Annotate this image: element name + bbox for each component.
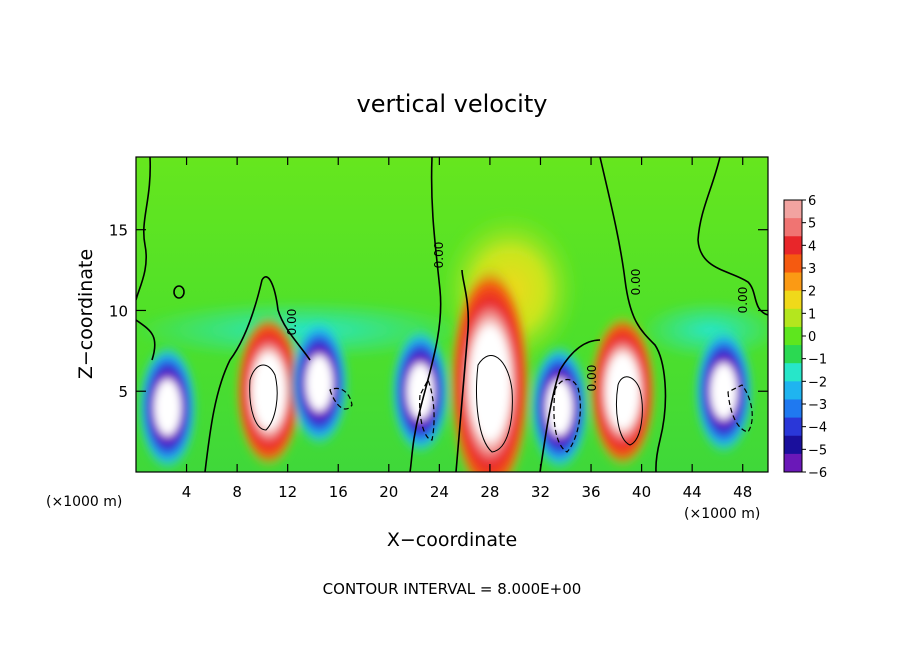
colorbar-swatch <box>784 345 802 364</box>
contour-labels: 0.00 0.00 0.00 0.00 0.00 <box>285 242 750 392</box>
colorbar-swatch <box>784 272 802 292</box>
colorbar-swatch <box>784 218 802 237</box>
x-tick-label: 40 <box>632 483 651 501</box>
downdraft-cell-5 <box>289 319 350 448</box>
x-tick-label: 8 <box>232 483 242 501</box>
colorbar-swatch <box>784 290 802 310</box>
x-tick-label: 44 <box>683 483 702 501</box>
colorbar-label: 2 <box>808 285 816 300</box>
x-tick-label: 16 <box>329 483 348 501</box>
x-tick-label: 48 <box>733 483 752 501</box>
colorbar-swatch <box>784 381 802 400</box>
updraft-cell-1 <box>234 313 303 470</box>
colorbar-swatch <box>784 308 802 328</box>
colorbar-swatch <box>784 417 802 437</box>
contour-value-label: 0.00 <box>432 242 446 269</box>
colorbar-swatch <box>784 236 802 255</box>
colorbar-swatch <box>784 435 802 455</box>
chart-title: vertical velocity <box>357 90 548 118</box>
heatmap-field <box>136 157 768 472</box>
y-tick-label: 10 <box>109 302 128 320</box>
x-tick-label: 24 <box>430 483 449 501</box>
colorbar-label: 6 <box>808 194 816 209</box>
colorbar: 6 5 4 3 2 1 0 −1 −2 −3 −4 −5 −6 <box>783 194 827 481</box>
colorbar-label: 4 <box>808 239 816 254</box>
x-tick-label: 28 <box>480 483 499 501</box>
x-tick-label: 12 <box>278 483 297 501</box>
x-tick-label: 36 <box>581 483 600 501</box>
contour-value-label: 0.00 <box>629 269 643 296</box>
downdraft-cell-8 <box>693 327 754 456</box>
y-axis-label: Z−coordinate <box>75 249 97 379</box>
plot-frame <box>135 156 769 473</box>
colorbar-label: −5 <box>808 443 827 458</box>
x-tick-label: 4 <box>182 483 192 501</box>
x-tick-label: 32 <box>531 483 550 501</box>
colorbar-label: 1 <box>808 307 816 322</box>
y-tick-label: 5 <box>118 383 128 401</box>
downdraft-cell-6 <box>390 327 451 456</box>
contour-value-label: 0.00 <box>736 287 750 314</box>
colorbar-label: −6 <box>808 466 827 481</box>
updraft-contours <box>249 354 643 453</box>
x-unit-label: (×1000 m) <box>684 506 760 522</box>
colorbar-swatch <box>784 254 802 274</box>
colorbar-label: −1 <box>808 353 827 368</box>
y-unit-label: (×1000 m) <box>46 494 122 510</box>
colorbar-swatch <box>784 399 802 419</box>
zero-contours <box>136 157 768 472</box>
colorbar-swatch <box>784 363 802 382</box>
colorbar-swatch <box>784 200 802 219</box>
x-axis-label: X−coordinate <box>387 529 517 551</box>
x-tick-label: 20 <box>379 483 398 501</box>
downdraft-cell-4 <box>137 343 198 472</box>
colorbar-label: 0 <box>808 330 816 345</box>
y-axis: 5 10 15 <box>109 222 768 401</box>
colorbar-label: 5 <box>808 217 816 232</box>
y-tick-label: 15 <box>109 222 128 240</box>
contour-value-label: 0.00 <box>585 365 599 392</box>
negative-contours <box>329 378 753 453</box>
colorbar-label: −4 <box>808 421 827 436</box>
colorbar-label: −3 <box>808 398 827 413</box>
colorbar-swatch <box>784 326 802 346</box>
colorbar-swatch <box>784 453 802 473</box>
contour-interval-note: CONTOUR INTERVAL = 8.000E+00 <box>323 580 582 598</box>
contour-value-label: 0.00 <box>285 309 299 336</box>
colorbar-label: −2 <box>808 375 827 390</box>
colorbar-label: 3 <box>808 262 816 277</box>
x-axis: 4 8 12 16 20 24 28 32 36 40 44 48 <box>182 157 752 501</box>
